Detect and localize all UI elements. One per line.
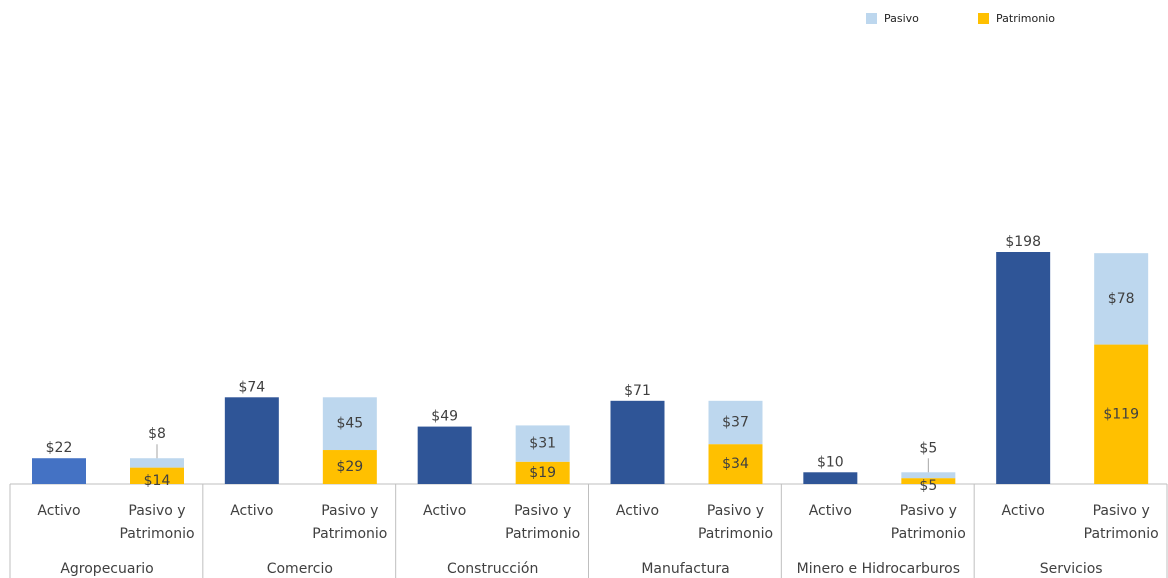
value-label: $5	[919, 440, 937, 456]
bar-segment	[1094, 344, 1149, 484]
bar-segment	[708, 444, 763, 484]
value-label: $29	[336, 459, 363, 475]
category-label: Activo	[1001, 503, 1045, 519]
value-label: $8	[148, 426, 166, 442]
bar-segment	[1094, 253, 1149, 345]
group-label: Manufactura	[641, 561, 730, 577]
bar	[996, 252, 1051, 484]
bar-segment	[901, 472, 956, 479]
value-label: $78	[1108, 291, 1135, 307]
category-label: Activo	[230, 503, 274, 519]
bar-segment	[515, 425, 570, 462]
category-label: Pasivo y Patrimonio	[312, 503, 388, 542]
bar	[224, 397, 279, 484]
group-label: Comercio	[266, 561, 333, 577]
legend-swatch	[866, 13, 877, 24]
bar-segment	[130, 467, 184, 484]
group-label: Agropecuario	[60, 561, 154, 577]
value-label: $14	[144, 473, 171, 489]
value-label: $22	[46, 440, 73, 456]
category-label: Pasivo y Patrimonio	[1083, 503, 1159, 542]
bar-segment	[130, 458, 184, 468]
value-label: $198	[1005, 234, 1041, 250]
value-label: $119	[1103, 406, 1139, 422]
bar-segment	[515, 461, 570, 484]
category-label: Pasivo y Patrimonio	[119, 503, 195, 542]
category-label: Activo	[808, 503, 852, 519]
category-label: Pasivo y Patrimonio	[890, 503, 966, 542]
value-label: $49	[431, 409, 458, 425]
value-label: $34	[722, 456, 749, 472]
bar	[803, 472, 858, 484]
bar	[417, 426, 472, 484]
bar-segment	[901, 478, 956, 484]
legend-label: Patrimonio	[996, 12, 1055, 25]
value-label: $19	[529, 465, 556, 481]
bar-segment	[708, 400, 763, 445]
value-label: $31	[529, 436, 556, 452]
value-label: $10	[817, 454, 844, 470]
legend-swatch	[978, 13, 989, 24]
bar-segment	[322, 397, 377, 451]
value-label: $37	[722, 414, 749, 430]
category-label: Activo	[37, 503, 81, 519]
bar	[610, 400, 665, 484]
bar	[32, 458, 86, 484]
category-label: Activo	[423, 503, 467, 519]
group-label: Minero e Hidrocarburos	[796, 561, 961, 577]
group-label: Servicios	[1039, 561, 1103, 577]
legend-label: Pasivo	[884, 12, 919, 25]
value-label: $5	[919, 478, 937, 494]
value-label: $71	[624, 383, 651, 399]
value-label: $74	[238, 379, 265, 395]
value-label: $45	[336, 416, 363, 432]
category-label: Activo	[615, 503, 660, 519]
category-label: Pasivo y Patrimonio	[505, 503, 581, 542]
category-label: Pasivo y Patrimonio	[697, 503, 774, 542]
bar-segment	[322, 450, 377, 484]
group-label: Construcción	[446, 561, 539, 577]
